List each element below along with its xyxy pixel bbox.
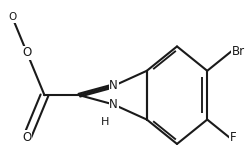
Text: N: N — [109, 79, 118, 92]
Text: O: O — [22, 47, 32, 59]
Text: F: F — [230, 131, 237, 144]
Text: O: O — [22, 131, 32, 144]
Text: Br: Br — [231, 45, 245, 58]
Text: H: H — [101, 117, 109, 127]
Text: N: N — [109, 98, 118, 111]
Text: O: O — [8, 12, 16, 22]
